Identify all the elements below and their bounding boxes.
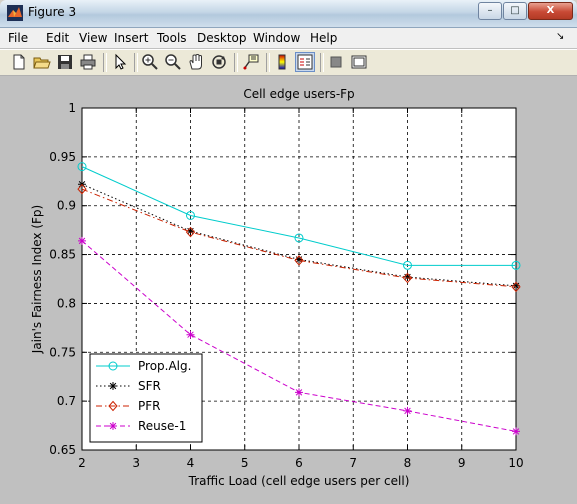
x-tick-label: 2 bbox=[78, 456, 86, 470]
x-tick-label: 6 bbox=[295, 456, 303, 470]
new-figure-icon[interactable] bbox=[10, 53, 28, 71]
toolbar-separator bbox=[234, 53, 238, 72]
data-point bbox=[185, 226, 196, 238]
legend-label: Prop.Alg. bbox=[138, 359, 191, 373]
save-icon[interactable] bbox=[56, 53, 74, 71]
series-line-1 bbox=[81, 183, 517, 287]
pan-hand-icon[interactable] bbox=[187, 53, 205, 71]
x-axis-label: Traffic Load (cell edge users per cell) bbox=[188, 474, 410, 488]
legend-label: Reuse-1 bbox=[138, 419, 186, 433]
maximize-button[interactable]: □ bbox=[503, 2, 527, 20]
data-point bbox=[186, 330, 195, 339]
data-point bbox=[78, 236, 86, 245]
y-tick-label: 1 bbox=[68, 101, 76, 115]
data-point bbox=[511, 281, 521, 293]
hide-plot-tools-icon[interactable] bbox=[327, 53, 345, 71]
data-point bbox=[295, 255, 303, 264]
x-tick-label: 10 bbox=[508, 456, 523, 470]
data-point bbox=[402, 272, 413, 284]
legend-marker bbox=[109, 382, 117, 390]
data-point bbox=[403, 273, 412, 282]
chart-title: Cell edge users-Fp bbox=[243, 87, 354, 101]
plot-frame bbox=[81, 107, 517, 451]
show-plot-tools-icon[interactable] bbox=[350, 53, 368, 71]
legend-label: SFR bbox=[138, 379, 161, 393]
y-tick-label: 0.9 bbox=[57, 199, 76, 213]
data-point bbox=[186, 210, 195, 220]
menu-tools[interactable]: Tools bbox=[157, 31, 187, 45]
x-tick-label: 4 bbox=[187, 456, 195, 470]
rotate-3d-icon[interactable] bbox=[210, 53, 228, 71]
legend-marker bbox=[108, 361, 118, 371]
data-point bbox=[294, 233, 304, 243]
data-point bbox=[511, 260, 521, 270]
dock-arrow-icon[interactable]: ↘ bbox=[556, 31, 565, 42]
menu-view[interactable]: View bbox=[79, 31, 108, 45]
menu-window[interactable]: Window bbox=[253, 31, 301, 45]
zoom-out-icon[interactable] bbox=[164, 53, 182, 71]
data-cursor-icon[interactable] bbox=[242, 53, 260, 71]
window-title: Figure 3 bbox=[28, 5, 77, 19]
legend-icon[interactable] bbox=[295, 52, 315, 72]
zoom-in-icon[interactable] bbox=[141, 53, 159, 71]
data-point bbox=[77, 162, 87, 172]
data-point bbox=[294, 255, 304, 266]
legend-box bbox=[89, 353, 203, 443]
menu-bar: File Edit View Insert Tools Desktop Wind… bbox=[0, 28, 577, 48]
x-tick-label: 3 bbox=[132, 456, 140, 470]
matlab-logo-icon bbox=[7, 5, 23, 21]
toolbar-separator bbox=[134, 53, 138, 72]
data-point bbox=[77, 183, 87, 195]
y-tick-label: 0.85 bbox=[49, 248, 76, 262]
y-tick-label: 0.75 bbox=[49, 345, 76, 359]
y-tick-label: 0.7 bbox=[57, 394, 76, 408]
minimize-button[interactable]: – bbox=[478, 2, 502, 20]
figure-toolbar bbox=[0, 49, 577, 76]
legend-label: PFR bbox=[138, 399, 160, 413]
toolbar-separator bbox=[103, 53, 107, 72]
x-tick-label: 8 bbox=[404, 456, 412, 470]
menu-desktop[interactable]: Desktop bbox=[197, 31, 247, 45]
close-button[interactable]: X bbox=[528, 2, 573, 20]
series-line-0 bbox=[81, 166, 516, 266]
x-tick-label: 9 bbox=[458, 456, 466, 470]
line-chart[interactable]: 2 3 4 5 6 7 8 9 10 0.65 0.7 0.75 0.8 0.85 0.9 0.95 1 Cell… bbox=[8, 76, 569, 496]
print-icon[interactable] bbox=[79, 53, 97, 71]
y-tick-label: 0.95 bbox=[49, 150, 76, 164]
x-tick-label: 7 bbox=[349, 456, 357, 470]
data-point bbox=[295, 388, 303, 397]
figure-canvas: 2 3 4 5 6 7 8 9 10 0.65 0.7 0.75 0.8 0.85 0.9 0.95 1 Cell… bbox=[8, 76, 569, 496]
menu-help[interactable]: Help bbox=[310, 31, 338, 45]
toolbar-separator bbox=[266, 53, 270, 72]
menu-file[interactable]: File bbox=[8, 31, 29, 45]
x-tick-label: 5 bbox=[241, 456, 249, 470]
legend-marker bbox=[109, 422, 117, 430]
toolbar-separator bbox=[320, 53, 324, 72]
edit-plot-arrow-icon[interactable] bbox=[111, 53, 129, 71]
data-point bbox=[512, 427, 520, 436]
y-tick-label: 0.65 bbox=[49, 443, 76, 457]
data-point bbox=[403, 260, 412, 270]
title-bar[interactable]: Figure 3 – □ X bbox=[0, 0, 577, 28]
data-point bbox=[403, 406, 412, 415]
colorbar-icon[interactable] bbox=[273, 53, 291, 71]
menu-edit[interactable]: Edit bbox=[46, 31, 70, 45]
data-point bbox=[512, 281, 520, 290]
y-axis-label: Jain's Fairness Index (Fp) bbox=[30, 205, 44, 354]
y-tick-label: 0.8 bbox=[57, 296, 76, 310]
open-file-icon[interactable] bbox=[33, 53, 51, 71]
data-point bbox=[186, 227, 195, 236]
menu-insert[interactable]: Insert bbox=[114, 31, 149, 45]
legend-marker bbox=[108, 400, 118, 412]
series-line-2 bbox=[81, 188, 517, 288]
